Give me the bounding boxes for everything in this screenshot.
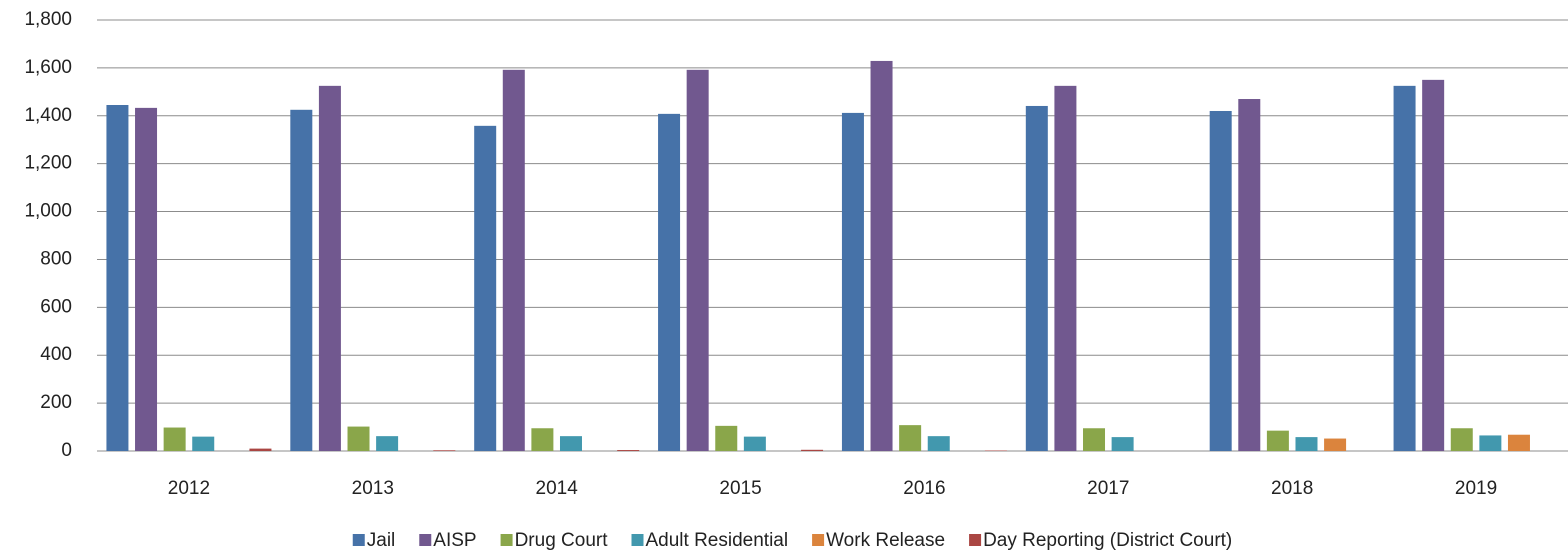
bar — [347, 426, 370, 451]
bar — [899, 425, 922, 451]
bar — [1422, 79, 1445, 451]
y-tick-label: 1,200 — [24, 153, 72, 174]
bar — [1238, 99, 1261, 452]
legend-label: Drug Court — [515, 530, 609, 551]
x-tick-label: 2018 — [1271, 478, 1313, 499]
legend: Jail AISP Drug Court Adult Residential Work … — [352, 530, 1232, 551]
y-tick-label: 1,600 — [24, 57, 72, 78]
y-tick-label: 1,400 — [24, 105, 72, 126]
bar — [376, 436, 399, 451]
bar — [1479, 435, 1502, 451]
bar — [290, 109, 313, 452]
x-tick-label: 2012 — [168, 478, 210, 499]
bar — [715, 425, 738, 451]
bar — [135, 107, 158, 452]
legend-label: AISP — [433, 530, 476, 551]
legend-swatch — [419, 534, 432, 546]
bar — [743, 436, 766, 451]
bar — [801, 449, 824, 451]
legend-label: Work Release — [826, 530, 945, 551]
bar — [163, 427, 186, 451]
bar — [1295, 437, 1318, 451]
bar — [474, 125, 497, 451]
bar — [658, 113, 681, 452]
bar — [841, 112, 864, 451]
bar — [1324, 438, 1347, 451]
x-tick-label: 2013 — [352, 478, 394, 499]
legend-swatch — [631, 534, 644, 546]
bar — [927, 436, 950, 451]
legend-label: Adult Residential — [646, 530, 789, 551]
legend-swatch — [812, 534, 825, 546]
bar — [1507, 434, 1530, 451]
bar — [249, 448, 272, 451]
bar — [1209, 110, 1232, 451]
bar — [1025, 105, 1048, 451]
legend-label: Day Reporting (District Court) — [983, 530, 1232, 551]
bar — [1083, 428, 1106, 451]
y-tick-label: 600 — [40, 296, 72, 317]
bar — [106, 105, 129, 451]
bar — [318, 85, 341, 451]
bar — [433, 450, 456, 451]
bar — [531, 428, 554, 451]
bar — [617, 450, 640, 451]
bar — [1054, 85, 1077, 451]
bar — [1450, 428, 1473, 451]
bar — [686, 69, 709, 451]
legend-swatch — [969, 534, 982, 546]
y-tick-label: 1,000 — [24, 201, 72, 222]
y-tick-label: 800 — [40, 248, 72, 269]
y-tick-label: 0 — [61, 440, 72, 461]
x-tick-label: 2015 — [719, 478, 761, 499]
x-tick-label: 2016 — [903, 478, 945, 499]
y-tick-label: 200 — [40, 392, 72, 413]
bar — [559, 436, 582, 451]
bar — [870, 60, 893, 451]
y-tick-label: 1,800 — [24, 9, 72, 30]
y-tick-label: 400 — [40, 344, 72, 365]
legend-label: Jail — [367, 530, 396, 551]
x-tick-label: 2019 — [1455, 478, 1497, 499]
bar — [1111, 437, 1134, 451]
bar — [192, 436, 215, 451]
bar — [1393, 85, 1416, 451]
x-tick-label: 2014 — [536, 478, 579, 499]
legend-swatch — [352, 534, 365, 546]
bar — [1266, 430, 1289, 451]
legend-swatch — [500, 534, 513, 546]
x-tick-label: 2017 — [1087, 478, 1129, 499]
bar — [502, 69, 525, 451]
